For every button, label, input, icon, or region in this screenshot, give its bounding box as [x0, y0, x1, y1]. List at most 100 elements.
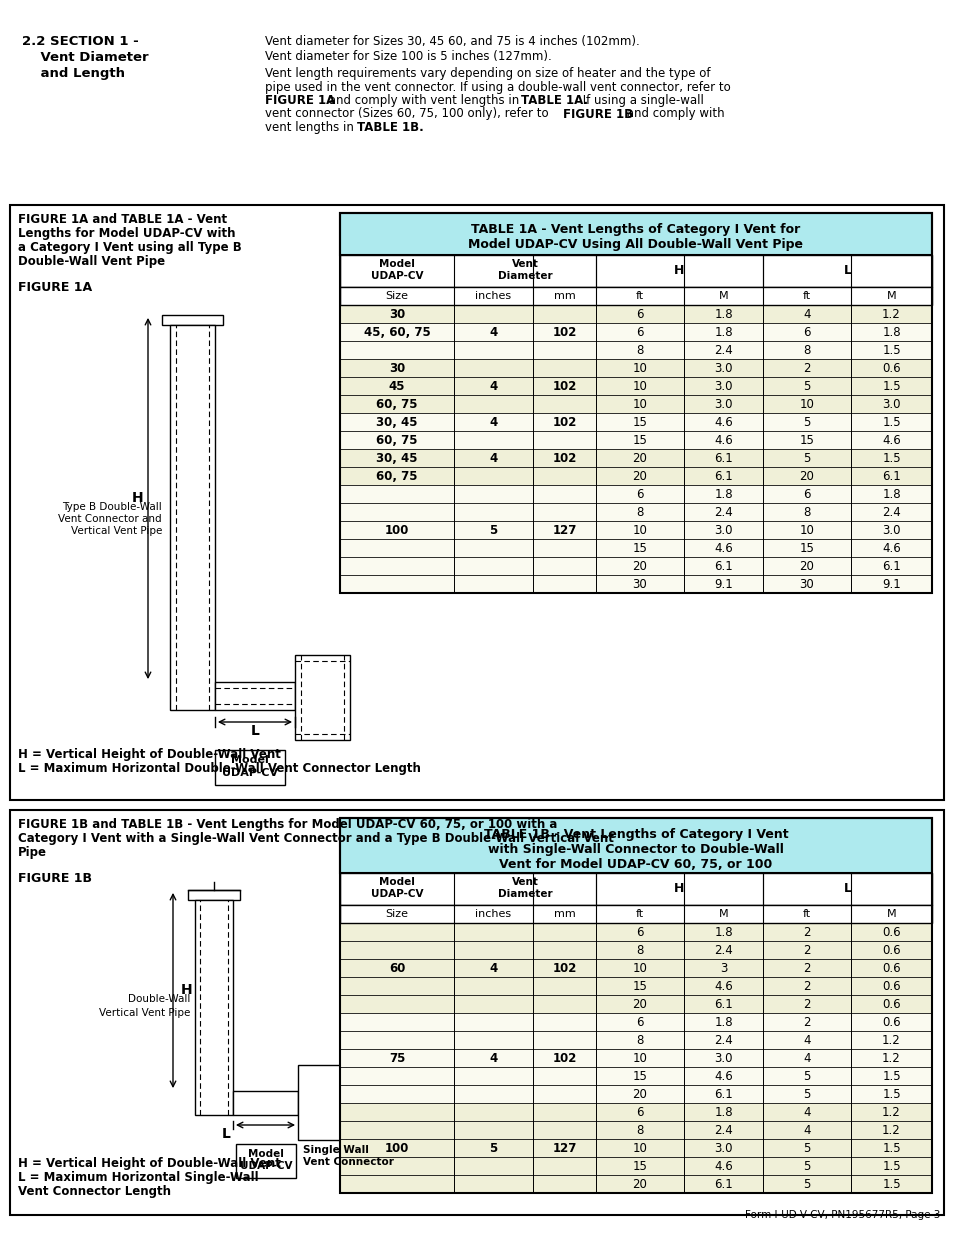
Text: 0.6: 0.6: [882, 998, 900, 1010]
Text: 1.8: 1.8: [882, 488, 900, 500]
Text: TABLE 1A.: TABLE 1A.: [520, 94, 587, 107]
Text: Vent diameter for Sizes 30, 45 60, and 75 is 4 inches (102mm).: Vent diameter for Sizes 30, 45 60, and 7…: [265, 35, 639, 48]
Text: 1.5: 1.5: [882, 452, 900, 464]
Bar: [339, 1013, 931, 1031]
Bar: [339, 377, 931, 395]
Bar: [339, 923, 931, 941]
Text: 60: 60: [389, 962, 405, 974]
Bar: [339, 212, 931, 593]
Text: 10: 10: [632, 379, 647, 393]
Text: 4.6: 4.6: [714, 433, 732, 447]
Text: 8: 8: [802, 505, 810, 519]
Text: 102: 102: [552, 452, 576, 464]
Text: Vent Connector and: Vent Connector and: [58, 515, 162, 525]
Text: vent lengths in: vent lengths in: [265, 121, 357, 135]
Text: and comply with: and comply with: [622, 107, 724, 121]
Text: 5: 5: [489, 1141, 497, 1155]
Text: Single Wall: Single Wall: [303, 1145, 369, 1155]
Text: 1.5: 1.5: [882, 1160, 900, 1172]
Text: Model: Model: [378, 259, 415, 269]
Text: 6.1: 6.1: [714, 469, 732, 483]
Text: 2.4: 2.4: [882, 505, 900, 519]
Text: 60, 75: 60, 75: [375, 469, 417, 483]
Text: 5: 5: [802, 379, 810, 393]
Text: 30: 30: [799, 578, 814, 590]
Text: 127: 127: [552, 524, 576, 536]
Bar: [339, 1103, 931, 1121]
Text: 0.6: 0.6: [882, 962, 900, 974]
Text: 0.6: 0.6: [882, 925, 900, 939]
Text: 30, 45: 30, 45: [375, 415, 417, 429]
Text: inches: inches: [475, 291, 511, 301]
Text: 3.0: 3.0: [882, 398, 900, 410]
Bar: [339, 485, 931, 503]
Text: Diameter: Diameter: [497, 889, 552, 899]
Bar: [339, 450, 931, 467]
Text: Double-Wall: Double-Wall: [128, 994, 190, 1004]
Text: 6: 6: [636, 1015, 643, 1029]
Text: 1.8: 1.8: [714, 1015, 732, 1029]
Text: 5: 5: [802, 1177, 810, 1191]
Text: 15: 15: [799, 433, 814, 447]
Text: with Single-Wall Connector to Double-Wall: with Single-Wall Connector to Double-Wal…: [488, 844, 783, 856]
Text: inches: inches: [475, 909, 511, 919]
Text: 4.6: 4.6: [714, 1070, 732, 1083]
Text: 2.4: 2.4: [714, 343, 732, 357]
Text: If using a single-wall: If using a single-wall: [578, 94, 703, 107]
Text: 2: 2: [802, 979, 810, 993]
Text: 10: 10: [632, 398, 647, 410]
Text: 75: 75: [389, 1051, 405, 1065]
Text: 5: 5: [489, 524, 497, 536]
Bar: [339, 960, 931, 977]
Text: 1.8: 1.8: [714, 308, 732, 321]
Bar: [339, 1157, 931, 1174]
Text: 127: 127: [552, 1141, 576, 1155]
Bar: [339, 503, 931, 521]
Text: 20: 20: [632, 452, 647, 464]
Text: 8: 8: [802, 343, 810, 357]
Text: 20: 20: [799, 559, 814, 573]
Bar: [339, 538, 931, 557]
Text: 0.6: 0.6: [882, 944, 900, 956]
Text: 102: 102: [552, 379, 576, 393]
Text: L = Maximum Horizontal Single-Wall: L = Maximum Horizontal Single-Wall: [18, 1171, 258, 1184]
Bar: [214, 750, 285, 785]
Text: Model UDAP-CV Using All Double-Wall Vent Pipe: Model UDAP-CV Using All Double-Wall Vent…: [468, 238, 802, 251]
Text: 6: 6: [636, 488, 643, 500]
Text: 2.4: 2.4: [714, 505, 732, 519]
Text: 2: 2: [802, 944, 810, 956]
Text: Form I-UD-V-CV, PN195677R5, Page 3: Form I-UD-V-CV, PN195677R5, Page 3: [744, 1210, 939, 1220]
Text: 3.0: 3.0: [714, 1141, 732, 1155]
Text: FIGURE 1B and TABLE 1B - Vent Lengths for Model UDAP-CV 60, 75, or 100 with a: FIGURE 1B and TABLE 1B - Vent Lengths fo…: [18, 818, 557, 831]
Text: UDAP-CV: UDAP-CV: [371, 889, 423, 899]
Text: Vent: Vent: [511, 877, 537, 887]
Text: 4: 4: [489, 962, 497, 974]
Text: 15: 15: [632, 433, 647, 447]
Text: 8: 8: [636, 343, 643, 357]
Text: 1.2: 1.2: [882, 1034, 900, 1046]
Text: 2.4: 2.4: [714, 1124, 732, 1136]
Text: TABLE 1B.: TABLE 1B.: [356, 121, 423, 135]
Text: 1.2: 1.2: [882, 308, 900, 321]
Text: Vent Connector: Vent Connector: [303, 1157, 394, 1167]
Text: Vent Connector Length: Vent Connector Length: [18, 1186, 171, 1198]
Text: 2.4: 2.4: [714, 944, 732, 956]
Text: 30, 45: 30, 45: [375, 452, 417, 464]
Text: 4: 4: [489, 1051, 497, 1065]
Text: 100: 100: [384, 1141, 409, 1155]
Bar: [10, 205, 943, 800]
Text: ft: ft: [802, 909, 810, 919]
Text: 20: 20: [632, 1177, 647, 1191]
Text: 15: 15: [632, 1070, 647, 1083]
Text: 2: 2: [802, 1015, 810, 1029]
Text: TABLE 1A - Vent Lengths of Category I Vent for: TABLE 1A - Vent Lengths of Category I Ve…: [471, 224, 800, 236]
Text: TABLE 1B - Vent Lengths of Category I Vent: TABLE 1B - Vent Lengths of Category I Ve…: [483, 827, 787, 841]
Text: 4: 4: [489, 415, 497, 429]
Text: Vertical Vent Pipe: Vertical Vent Pipe: [71, 526, 162, 536]
Bar: [10, 810, 943, 1215]
Text: 6: 6: [802, 488, 810, 500]
Text: 1.5: 1.5: [882, 379, 900, 393]
Text: 10: 10: [632, 1051, 647, 1065]
Text: Size: Size: [385, 909, 408, 919]
Text: 6.1: 6.1: [714, 1177, 732, 1191]
